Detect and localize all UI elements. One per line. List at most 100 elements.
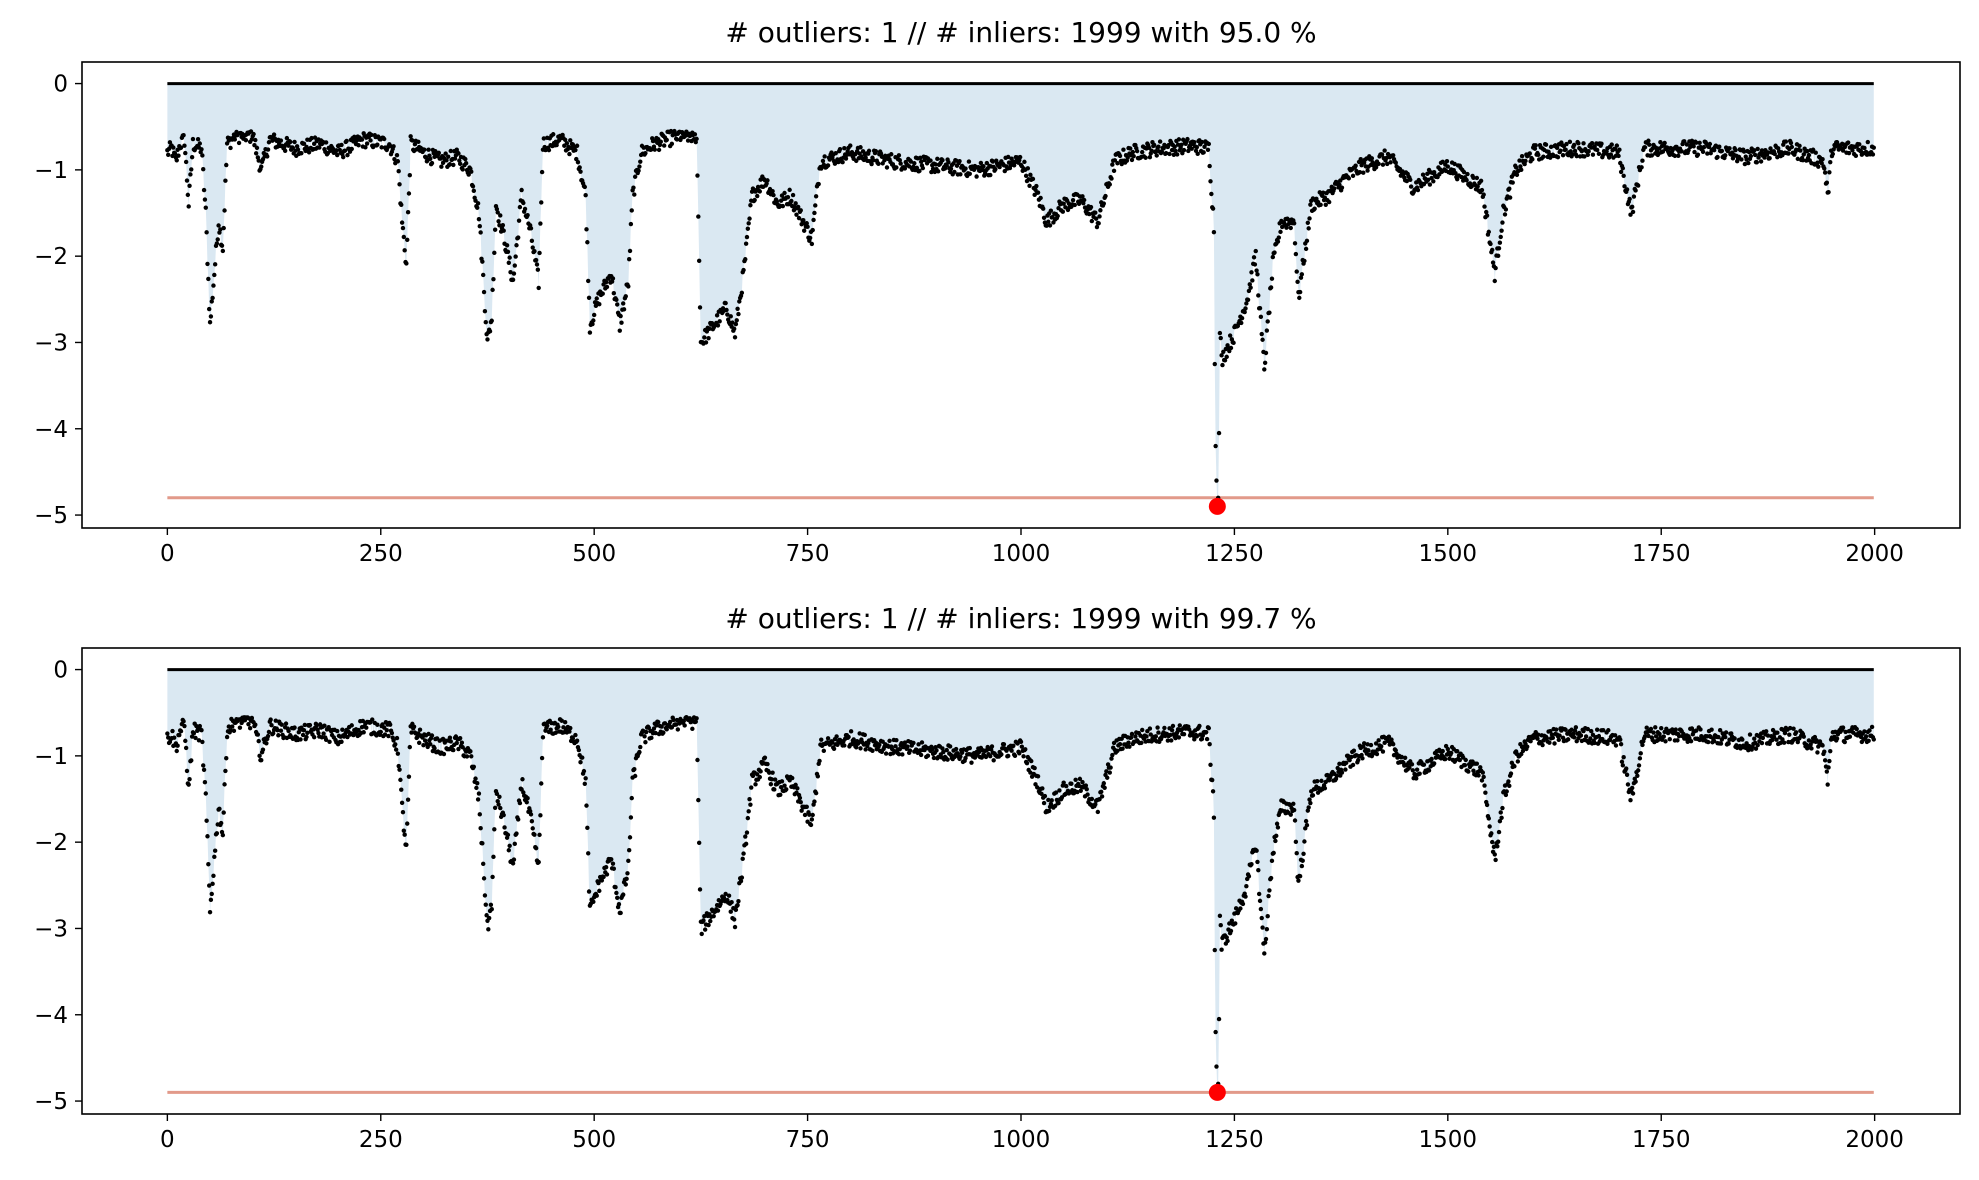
data-point — [1554, 727, 1559, 732]
data-point — [1613, 743, 1619, 748]
data-point — [478, 826, 483, 831]
data-point — [585, 825, 590, 831]
data-point — [744, 830, 750, 835]
data-point — [625, 871, 630, 876]
data-point — [1351, 748, 1357, 753]
data-point — [1853, 153, 1859, 159]
x-tick-label: 0 — [160, 1127, 175, 1153]
data-point — [1548, 144, 1554, 150]
data-point — [224, 756, 229, 761]
data-point — [1247, 282, 1252, 287]
data-point — [1548, 728, 1553, 734]
data-point — [771, 192, 776, 198]
data-point — [1107, 770, 1112, 775]
data-point — [1304, 238, 1310, 244]
data-point — [551, 132, 556, 137]
data-point — [811, 217, 816, 223]
data-point — [1797, 143, 1802, 149]
data-point — [1297, 874, 1303, 879]
data-point — [393, 742, 398, 747]
data-point — [200, 153, 205, 158]
data-point — [568, 725, 573, 731]
data-point — [1845, 140, 1851, 145]
data-point — [1004, 748, 1009, 753]
data-point — [1663, 739, 1668, 744]
data-point — [1208, 179, 1213, 184]
data-point — [1622, 184, 1627, 189]
data-point — [224, 162, 229, 168]
data-point — [1390, 741, 1396, 747]
data-point — [1746, 160, 1751, 166]
data-point — [489, 318, 494, 323]
data-point — [940, 746, 945, 751]
data-point — [1806, 152, 1812, 158]
data-point — [567, 729, 572, 734]
data-point — [980, 167, 985, 173]
data-point — [1491, 844, 1497, 850]
data-point — [172, 151, 178, 156]
data-point — [1564, 141, 1569, 147]
data-point — [988, 753, 993, 759]
data-point — [481, 289, 487, 295]
data-point — [182, 143, 187, 148]
data-point — [708, 918, 713, 924]
data-point — [1471, 768, 1476, 773]
data-point — [216, 223, 221, 228]
data-point — [201, 187, 207, 193]
x-tick-label: 2000 — [1845, 541, 1904, 567]
data-point — [1744, 157, 1749, 162]
data-point — [1120, 746, 1125, 751]
data-point — [553, 730, 558, 735]
data-point — [808, 822, 814, 828]
data-point — [1692, 149, 1697, 155]
data-point — [1217, 913, 1223, 919]
data-point — [1512, 764, 1517, 769]
data-point — [1700, 149, 1706, 154]
data-point — [984, 160, 990, 166]
data-point — [1462, 762, 1468, 768]
data-point — [1694, 728, 1699, 733]
data-point — [494, 791, 500, 797]
data-point — [730, 320, 735, 325]
data-point — [1707, 141, 1713, 147]
data-point — [1168, 732, 1173, 738]
data-point — [177, 732, 182, 738]
data-point — [1048, 208, 1054, 213]
data-point — [1759, 740, 1765, 746]
data-point — [1212, 947, 1217, 953]
data-point — [1651, 730, 1656, 735]
data-point — [1723, 730, 1729, 735]
data-point — [1815, 750, 1820, 755]
data-point — [1163, 150, 1169, 156]
data-point — [693, 719, 698, 724]
data-point — [936, 169, 941, 174]
data-point — [782, 190, 787, 196]
data-point — [1518, 164, 1523, 169]
data-point — [1217, 330, 1223, 336]
data-point — [1260, 925, 1265, 930]
data-point — [1639, 165, 1644, 170]
data-point — [486, 915, 492, 921]
data-point — [1588, 736, 1593, 741]
data-point — [702, 335, 707, 340]
data-point — [1344, 760, 1349, 766]
data-point — [603, 865, 609, 870]
data-point — [498, 213, 503, 218]
data-point — [165, 731, 170, 736]
data-point — [1658, 140, 1663, 145]
data-point — [1574, 153, 1579, 159]
data-point — [1206, 725, 1212, 731]
data-point — [918, 155, 923, 161]
data-point — [1179, 142, 1184, 147]
data-point — [1291, 801, 1296, 807]
data-point — [586, 278, 591, 284]
data-point — [857, 731, 862, 736]
data-point — [583, 193, 588, 198]
data-point — [1444, 158, 1450, 164]
x-tick-label: 1000 — [992, 541, 1051, 567]
data-point — [221, 810, 226, 815]
data-point — [421, 742, 426, 748]
data-point — [1635, 773, 1640, 779]
data-point — [1827, 170, 1832, 175]
data-point — [1389, 737, 1394, 742]
